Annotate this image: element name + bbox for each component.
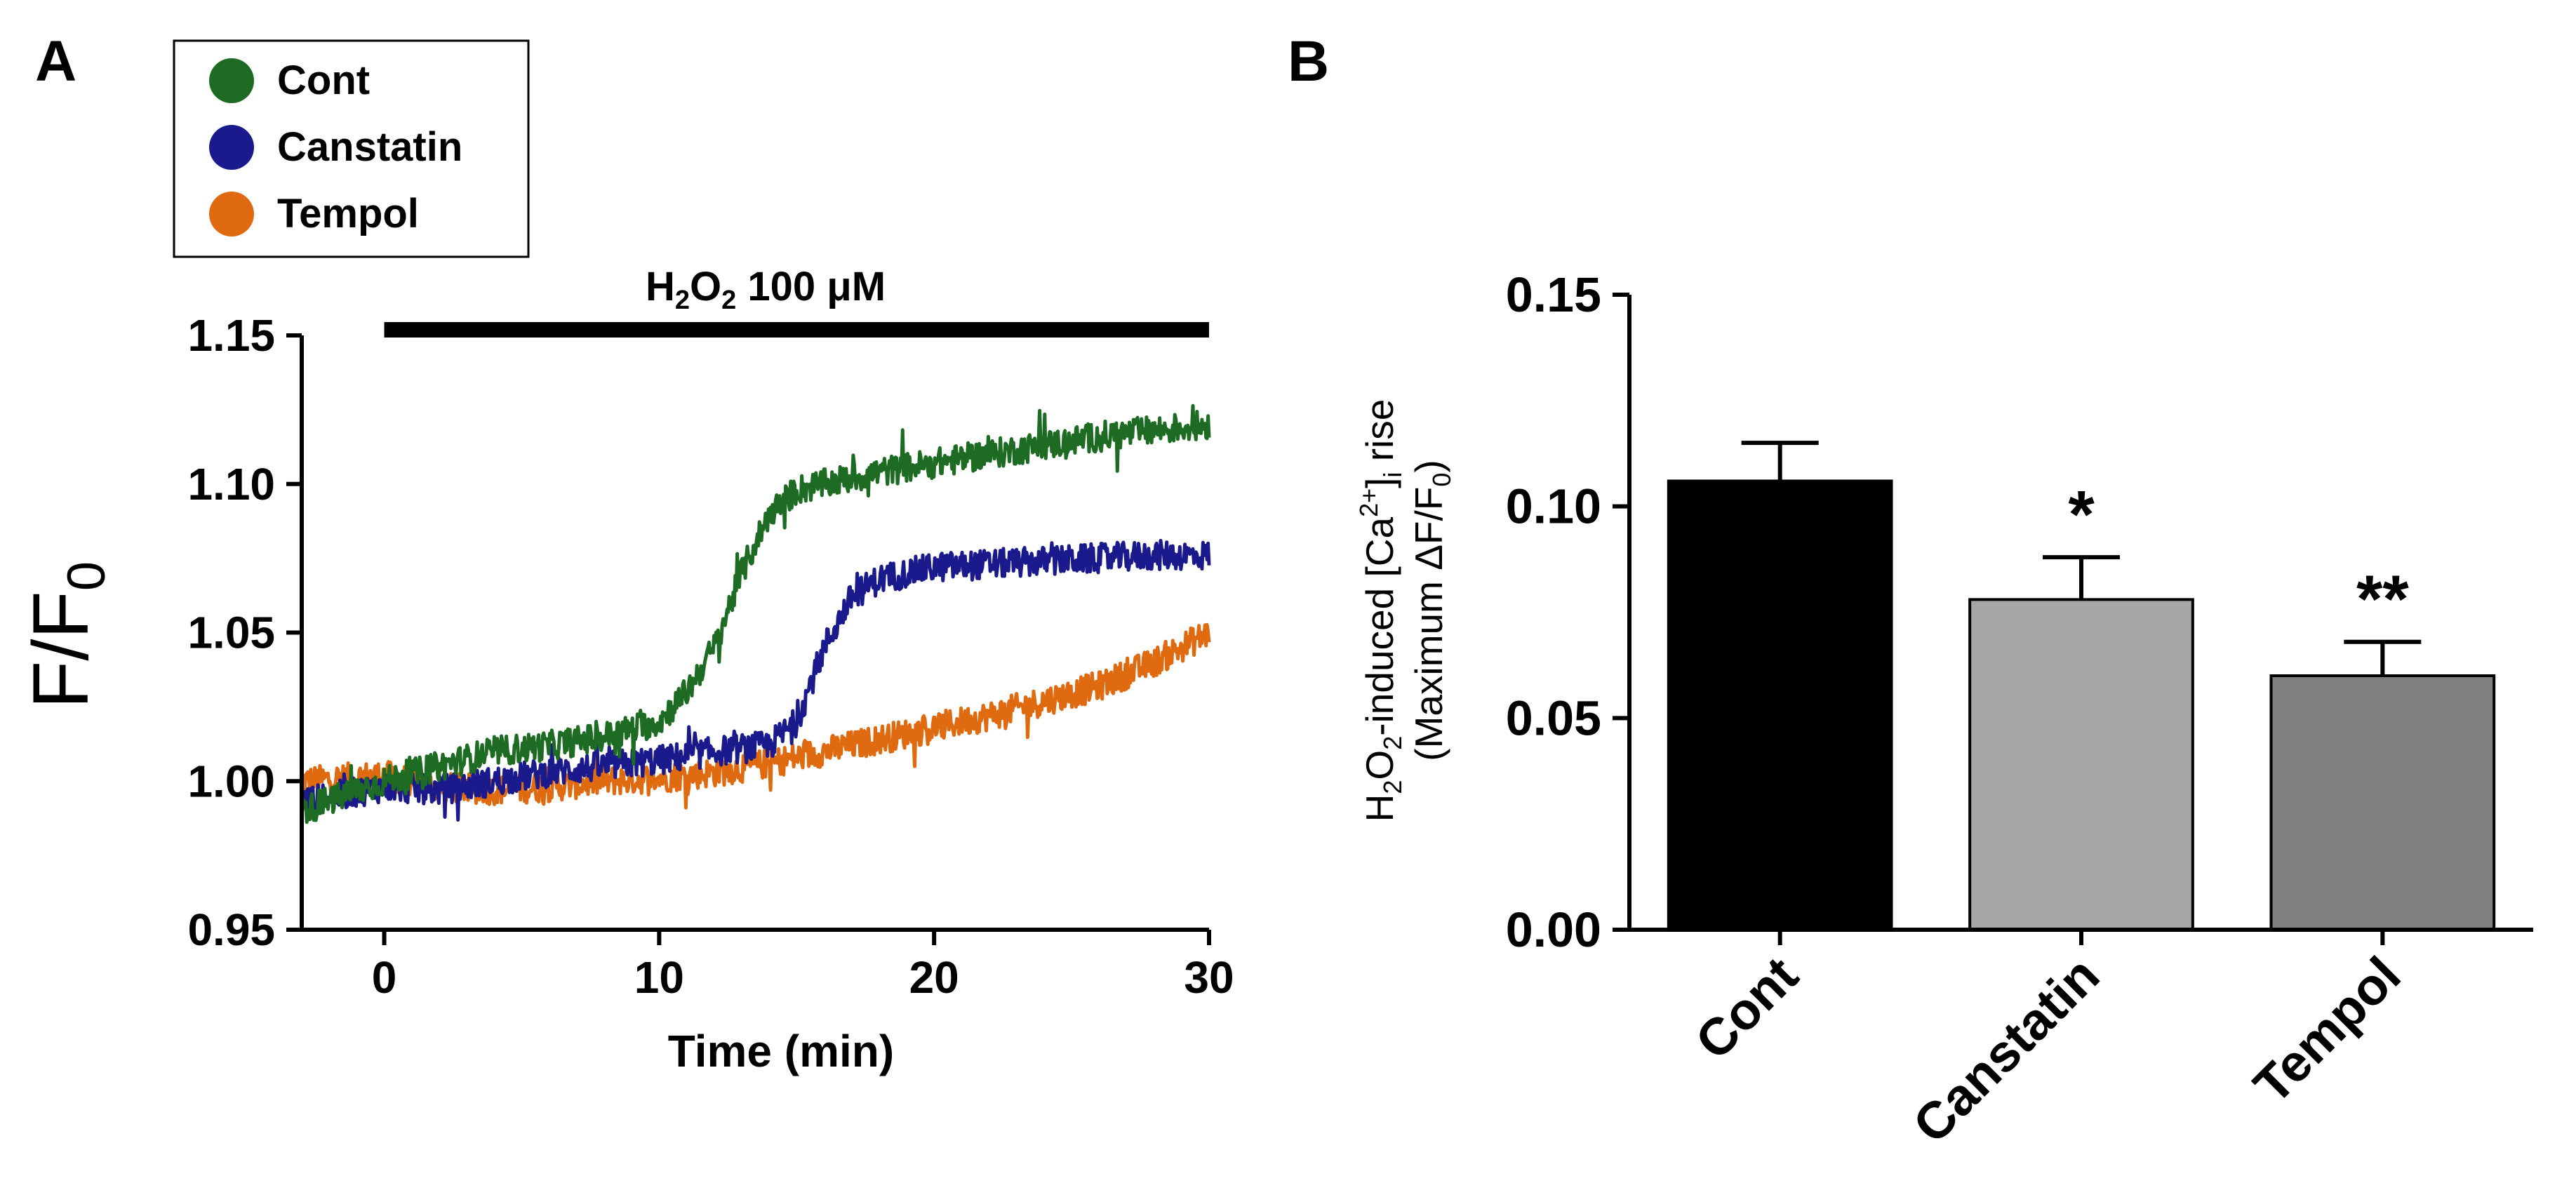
- panel-b-y-axis-label-line2: (Maximum ΔF/F0): [1407, 460, 1456, 761]
- panel-b-y-tick-label: 0.00: [1506, 902, 1601, 957]
- panel-a-x-tick-label: 20: [909, 952, 959, 1003]
- h2o2-annotation: H2O2 100 μM: [384, 264, 1209, 338]
- legend-item-canstatin: Canstatin: [209, 124, 462, 170]
- legend-marker-cont: [209, 58, 254, 103]
- significance-canstatin: *: [2068, 477, 2095, 552]
- panel-b-x-ticks: Cont Canstatin Tempol: [1684, 930, 2412, 1154]
- panel-a-y-tick-label: 1.15: [187, 310, 275, 361]
- category-label-canstatin: Canstatin: [1902, 946, 2110, 1154]
- panel-a-x-axis-label: Time (min): [668, 1026, 894, 1076]
- panel-a-axes: [300, 335, 1209, 932]
- panel-a-x-tick-label: 10: [634, 952, 684, 1003]
- panel-a-x-ticks: 0 10 20 30: [372, 930, 1234, 1003]
- panel-a-y-tick-label: 1.00: [187, 756, 275, 806]
- panel-a-x-tick-label: 0: [372, 952, 397, 1003]
- legend-label-canstatin: Canstatin: [277, 124, 462, 170]
- series-line-canstatin: [300, 539, 1211, 822]
- legend-label-tempol: Tempol: [277, 191, 419, 236]
- legend-item-cont: Cont: [209, 58, 370, 103]
- panel-a-y-ticks: 0.95 1.00 1.05 1.10 1.15: [187, 310, 302, 955]
- panel-a-x-tick-label: 30: [1184, 952, 1234, 1003]
- panel-b-chart: *** 0.000.050.100.15 Cont Canstatin Tempol…: [1354, 267, 2533, 1154]
- significance-tempol: **: [2356, 562, 2409, 637]
- legend-marker-tempol: [209, 192, 254, 236]
- series-layer: [300, 403, 1211, 824]
- legend-label-cont: Cont: [277, 58, 370, 103]
- bar-canstatin: [1968, 598, 2194, 932]
- panel-b-y-tick-label: 0.05: [1506, 690, 1601, 745]
- panel-a-y-tick-label: 0.95: [187, 904, 275, 955]
- panel-b-label: B: [1288, 29, 1329, 93]
- panel-a-y-tick-label: 1.05: [187, 608, 275, 658]
- panel-a-y-tick-label: 1.10: [187, 459, 275, 509]
- bar-cont: [1667, 479, 1893, 931]
- panel-b-bars: ***: [1667, 441, 2496, 932]
- legend: Cont Canstatin Tempol: [173, 39, 530, 258]
- series-line-cont: [300, 403, 1211, 824]
- category-label-tempol: Tempol: [2243, 946, 2412, 1115]
- bar-tempol: [2269, 674, 2496, 931]
- legend-marker-canstatin: [209, 125, 254, 170]
- panel-b-y-ticks: 0.00 0.05 0.10 0.15: [1506, 267, 1629, 957]
- panel-b-y-tick-label: 0.15: [1506, 267, 1601, 322]
- panel-a-y-axis-label: F/F0: [17, 561, 116, 709]
- panel-a-label: A: [35, 29, 76, 93]
- h2o2-label: H2O2 100 μM: [646, 264, 886, 315]
- panel-a-chart: Cont Canstatin Tempol H2O2 100 μM 0.95 1.…: [17, 39, 1234, 1076]
- legend-item-tempol: Tempol: [209, 191, 419, 236]
- panel-b-y-axis-label-line1: H2O2-induced [Ca2+]i rise: [1354, 399, 1407, 822]
- panel-b-y-tick-label: 0.10: [1506, 479, 1601, 534]
- category-label-cont: Cont: [1684, 946, 1809, 1071]
